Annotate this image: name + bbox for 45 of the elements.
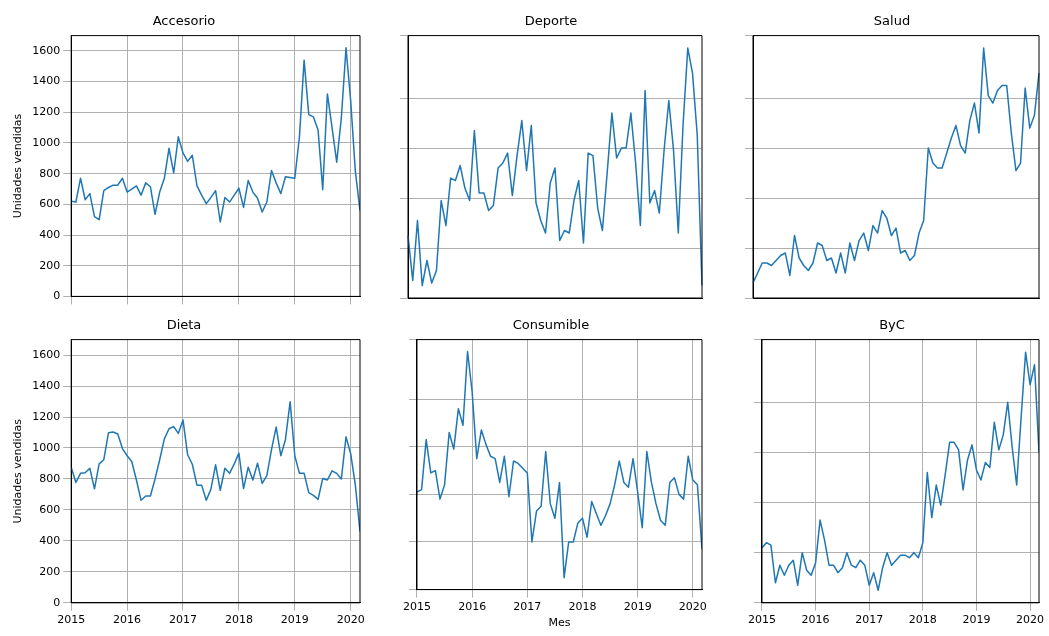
y-tick-label: 800 bbox=[39, 471, 61, 485]
y-tick-label: 600 bbox=[39, 197, 61, 211]
y-tick-label: 1400 bbox=[32, 74, 61, 88]
x-tick-label: 2017 bbox=[855, 613, 884, 627]
x-tick-label: 2020 bbox=[336, 613, 365, 627]
x-tick-label: 2015 bbox=[57, 613, 86, 627]
y-tick-label: 1400 bbox=[32, 378, 61, 392]
y-tick-label: 1200 bbox=[32, 409, 61, 423]
y-axis-title: Unidades vendidas bbox=[11, 418, 25, 524]
x-tick-label: 2015 bbox=[748, 613, 776, 627]
y-tick-label: 200 bbox=[39, 258, 61, 272]
x-tick-label: 2016 bbox=[113, 613, 142, 627]
y-tick-label: 400 bbox=[39, 227, 61, 241]
x-tick-label: 2018 bbox=[908, 613, 937, 627]
x-tick-label: 2019 bbox=[623, 600, 652, 614]
chart-title: ByC bbox=[879, 317, 905, 333]
y-tick-label: 1600 bbox=[32, 347, 61, 361]
x-tick-label: 2017 bbox=[168, 613, 197, 627]
x-tick-label: 2016 bbox=[458, 600, 487, 614]
y-tick-label: 0 bbox=[53, 595, 61, 609]
y-axis-title: Unidades vendidas bbox=[11, 113, 25, 219]
y-tick-label: 1000 bbox=[32, 135, 61, 149]
y-tick-label: 200 bbox=[39, 564, 61, 578]
x-tick-label: 2020 bbox=[1016, 613, 1045, 627]
x-tick-label: 2019 bbox=[962, 613, 991, 627]
y-tick-label: 1200 bbox=[32, 105, 61, 119]
y-tick-label: 800 bbox=[39, 166, 61, 180]
y-tick-label: 600 bbox=[39, 502, 61, 516]
chart-title: Deporte bbox=[524, 13, 578, 29]
chart-title: Salud bbox=[873, 13, 911, 29]
y-tick-label: 400 bbox=[39, 533, 61, 547]
x-tick-label: 2016 bbox=[801, 613, 830, 627]
y-tick-label: 0 bbox=[53, 289, 61, 303]
x-tick-label: 2020 bbox=[678, 600, 707, 614]
x-tick-label: 2019 bbox=[280, 613, 309, 627]
x-tick-label: 2018 bbox=[224, 613, 253, 627]
y-tick-label: 1600 bbox=[32, 43, 61, 57]
chart-title: Accesorio bbox=[152, 13, 216, 29]
x-tick-label: 2015 bbox=[403, 600, 431, 614]
y-tick-label: 1000 bbox=[32, 440, 61, 454]
x-axis-title: Mes bbox=[548, 616, 571, 630]
chart-title: Dieta bbox=[166, 317, 202, 333]
x-tick-label: 2017 bbox=[513, 600, 542, 614]
x-tick-label: 2018 bbox=[568, 600, 597, 614]
chart-title: Consumible bbox=[512, 317, 590, 333]
